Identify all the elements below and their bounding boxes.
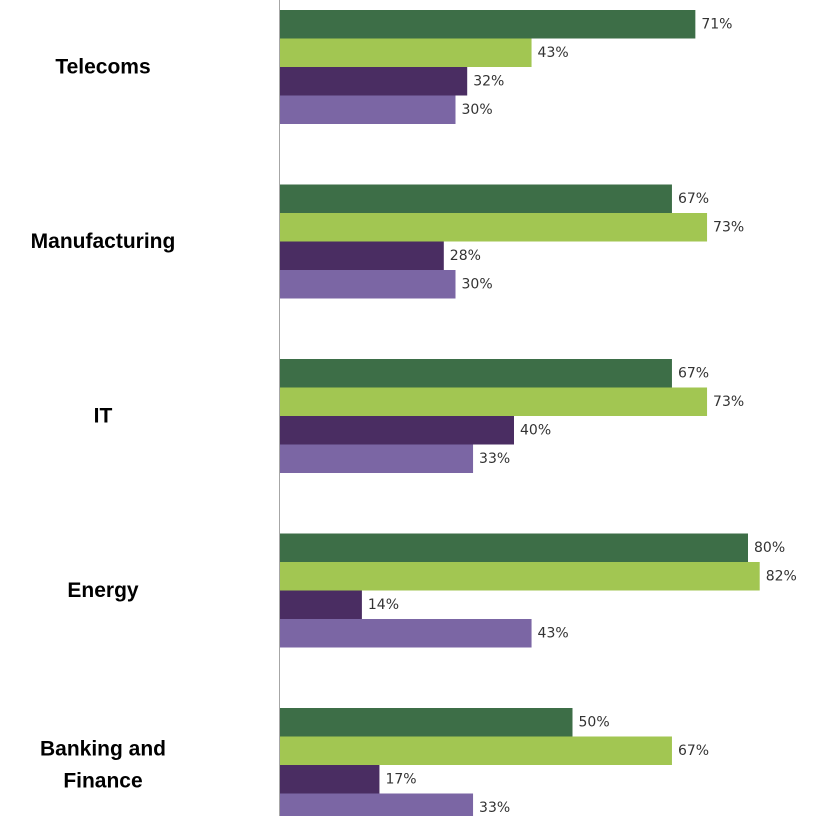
value-label-manufacturing-series-4: 30% — [462, 276, 493, 292]
value-label-it-series-3: 40% — [520, 422, 551, 438]
category-label-line: IT — [94, 405, 113, 428]
category-label-it: IT — [94, 405, 113, 428]
value-label-it-series-4: 33% — [479, 451, 510, 467]
value-labels-layer: 71%43%32%30%67%73%28%30%67%73%40%33%80%8… — [368, 16, 797, 816]
value-label-telecoms-series-1: 71% — [701, 16, 732, 32]
value-label-it-series-1: 67% — [678, 365, 709, 381]
category-label-line: Telecoms — [55, 56, 150, 79]
category-label-line: Manufacturing — [31, 230, 176, 253]
value-label-energy-series-3: 14% — [368, 597, 399, 613]
bar-it-series-3 — [280, 416, 514, 445]
bar-manufacturing-series-2 — [280, 213, 708, 242]
value-label-telecoms-series-4: 30% — [462, 102, 493, 118]
value-label-manufacturing-series-1: 67% — [678, 191, 709, 207]
bar-telecoms-series-1 — [280, 10, 696, 39]
value-label-telecoms-series-3: 32% — [473, 73, 504, 89]
value-label-telecoms-series-2: 43% — [538, 45, 569, 61]
bar-it-series-1 — [280, 359, 672, 388]
bar-energy-series-3 — [280, 590, 362, 619]
value-label-banking-and-finance-series-2: 67% — [678, 743, 709, 759]
bar-banking-and-finance-series-1 — [280, 708, 573, 737]
bar-energy-series-4 — [280, 619, 532, 648]
category-label-line: Finance — [63, 770, 142, 793]
value-label-manufacturing-series-3: 28% — [450, 248, 481, 264]
value-label-banking-and-finance-series-4: 33% — [479, 800, 510, 816]
bar-manufacturing-series-3 — [280, 241, 444, 270]
value-label-energy-series-4: 43% — [538, 625, 569, 641]
category-label-line: Energy — [67, 579, 139, 602]
category-label-banking-and-finance: Banking and Finance — [40, 738, 166, 793]
bar-energy-series-1 — [280, 533, 748, 562]
bar-manufacturing-series-4 — [280, 270, 456, 299]
category-label-energy: Energy — [67, 579, 139, 602]
value-label-manufacturing-series-2: 73% — [713, 219, 744, 235]
bars-layer — [280, 10, 760, 816]
bar-telecoms-series-3 — [280, 67, 468, 96]
bar-banking-and-finance-series-2 — [280, 736, 672, 765]
category-labels-layer: Telecoms Manufacturing IT Energy Banking and… — [31, 56, 176, 793]
value-label-banking-and-finance-series-3: 17% — [385, 771, 416, 787]
bar-energy-series-2 — [280, 562, 760, 591]
bar-it-series-4 — [280, 444, 474, 473]
value-label-energy-series-2: 82% — [766, 568, 797, 584]
bar-telecoms-series-2 — [280, 38, 532, 67]
bar-it-series-2 — [280, 387, 708, 416]
bar-telecoms-series-4 — [280, 95, 456, 124]
value-label-energy-series-1: 80% — [754, 540, 785, 556]
bar-banking-and-finance-series-3 — [280, 765, 380, 794]
bar-banking-and-finance-series-4 — [280, 793, 474, 816]
category-label-manufacturing: Manufacturing — [31, 230, 176, 253]
category-label-telecoms: Telecoms — [55, 56, 150, 79]
bar-manufacturing-series-1 — [280, 184, 672, 213]
value-label-banking-and-finance-series-1: 50% — [579, 714, 610, 730]
category-label-line: Banking and — [40, 738, 166, 761]
value-label-it-series-2: 73% — [713, 394, 744, 410]
